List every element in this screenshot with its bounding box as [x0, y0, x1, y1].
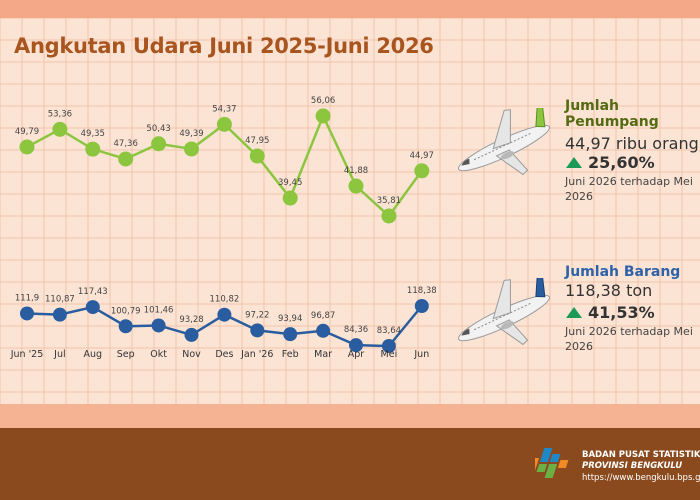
x-tick-label: Jul — [53, 349, 65, 360]
data-label: 111,9 — [15, 293, 39, 303]
data-label: 110,87 — [45, 295, 75, 305]
increase-arrow-icon — [566, 157, 582, 168]
data-point — [118, 319, 133, 334]
passenger-note: Juni 2026 terhadap Mei 2026 — [565, 175, 693, 203]
cargo-panel-title: Jumlah Barang — [565, 264, 681, 280]
x-tick-label: Apr — [348, 349, 365, 360]
data-label: 49,39 — [179, 129, 203, 139]
x-tick-label: Mei — [381, 349, 398, 360]
footer — [0, 428, 700, 500]
website-link[interactable]: https://www.bengkulu.bps.go.id — [582, 473, 700, 483]
org-name: BADAN PUSAT STATISTIK — [582, 450, 700, 460]
airplane-icon — [458, 278, 550, 346]
x-tick-label: Jan '26 — [240, 349, 273, 360]
data-point — [381, 208, 397, 224]
data-point — [85, 141, 101, 157]
x-tick-label: Okt — [150, 349, 167, 360]
x-tick-label: Nov — [182, 349, 201, 360]
data-label: 50,43 — [146, 124, 170, 134]
data-point — [151, 318, 166, 333]
data-label: 47,36 — [114, 139, 138, 149]
data-label: 84,36 — [344, 325, 368, 335]
x-tick-label: Jun '25 — [10, 349, 44, 360]
data-label: 97,22 — [245, 310, 269, 320]
data-point — [381, 339, 396, 353]
data-point — [283, 327, 298, 342]
data-point — [52, 121, 68, 137]
data-label: 35,81 — [377, 196, 401, 206]
increase-arrow-icon — [566, 307, 582, 318]
data-point — [217, 307, 232, 322]
passenger-pct: 25,60% — [588, 153, 655, 172]
data-point — [216, 116, 232, 132]
cargo-pct: 41,53% — [588, 303, 655, 322]
data-label: 49,79 — [15, 127, 39, 137]
data-label: 117,43 — [78, 287, 108, 297]
data-point — [414, 163, 430, 179]
data-point — [85, 300, 100, 315]
data-point — [118, 151, 134, 167]
org-province: PROVINSI BENGKULU — [582, 461, 683, 471]
data-label: 49,35 — [81, 129, 105, 139]
data-point — [282, 190, 298, 206]
data-label: 96,87 — [311, 311, 335, 321]
passenger-value: 44,97 ribu orang — [565, 134, 699, 153]
x-tick-label: Sep — [117, 349, 135, 360]
x-tick-label: Feb — [282, 349, 299, 360]
data-label: 56,06 — [311, 96, 335, 106]
data-label: 118,38 — [407, 286, 437, 296]
data-label: 110,82 — [210, 295, 240, 305]
data-label: 93,28 — [179, 315, 203, 325]
x-tick-label: Mar — [314, 349, 332, 360]
passenger-panel-title: Jumlah Penumpang — [565, 98, 659, 130]
bps-logo-icon — [535, 448, 569, 478]
x-tick-label: Des — [215, 349, 233, 360]
data-point — [20, 306, 34, 321]
airplane-icon — [458, 108, 550, 176]
page-title: Angkutan Udara Juni 2025-Juni 2026 — [14, 34, 434, 58]
data-point — [316, 323, 331, 338]
cargo-value: 118,38 ton — [565, 281, 653, 300]
data-point — [19, 139, 35, 155]
data-label: 53,36 — [48, 109, 72, 119]
x-tick-label: Aug — [84, 349, 103, 360]
data-point — [184, 141, 199, 157]
data-point — [249, 148, 265, 164]
data-point — [349, 338, 363, 353]
data-point — [52, 307, 67, 322]
x-tick-label: Jun — [413, 349, 429, 360]
data-label: 100,79 — [111, 306, 141, 316]
data-label: 83,64 — [377, 326, 401, 336]
passenger-series: 49,79 53,36 49,35 47,36 50,43 49,39 54,37 47,95… — [15, 96, 434, 224]
data-label: 54,37 — [212, 104, 236, 114]
background-grid — [0, 17, 700, 404]
data-point — [348, 178, 364, 194]
x-axis-labels: Jun '25 Jul Aug Sep Okt Nov Des Jan '26 Feb Mar Ap… — [10, 349, 430, 360]
cargo-note: Juni 2026 terhadap Mei 2026 — [565, 325, 693, 353]
data-point — [184, 327, 199, 342]
data-label: 47,95 — [245, 136, 269, 146]
data-label: 41,88 — [344, 166, 368, 176]
top-band — [0, 0, 700, 18]
data-label: 44,97 — [410, 151, 434, 161]
divider-band — [0, 404, 700, 428]
data-point — [250, 323, 265, 338]
data-label: 39,45 — [278, 178, 302, 188]
data-label: 93,94 — [278, 314, 302, 324]
data-label: 101,46 — [144, 305, 174, 315]
data-point — [414, 299, 429, 313]
line-chart: 49,79 53,36 49,35 47,36 50,43 49,39 54,37 47,95… — [10, 96, 437, 360]
data-point — [315, 108, 331, 124]
data-point — [151, 136, 167, 152]
